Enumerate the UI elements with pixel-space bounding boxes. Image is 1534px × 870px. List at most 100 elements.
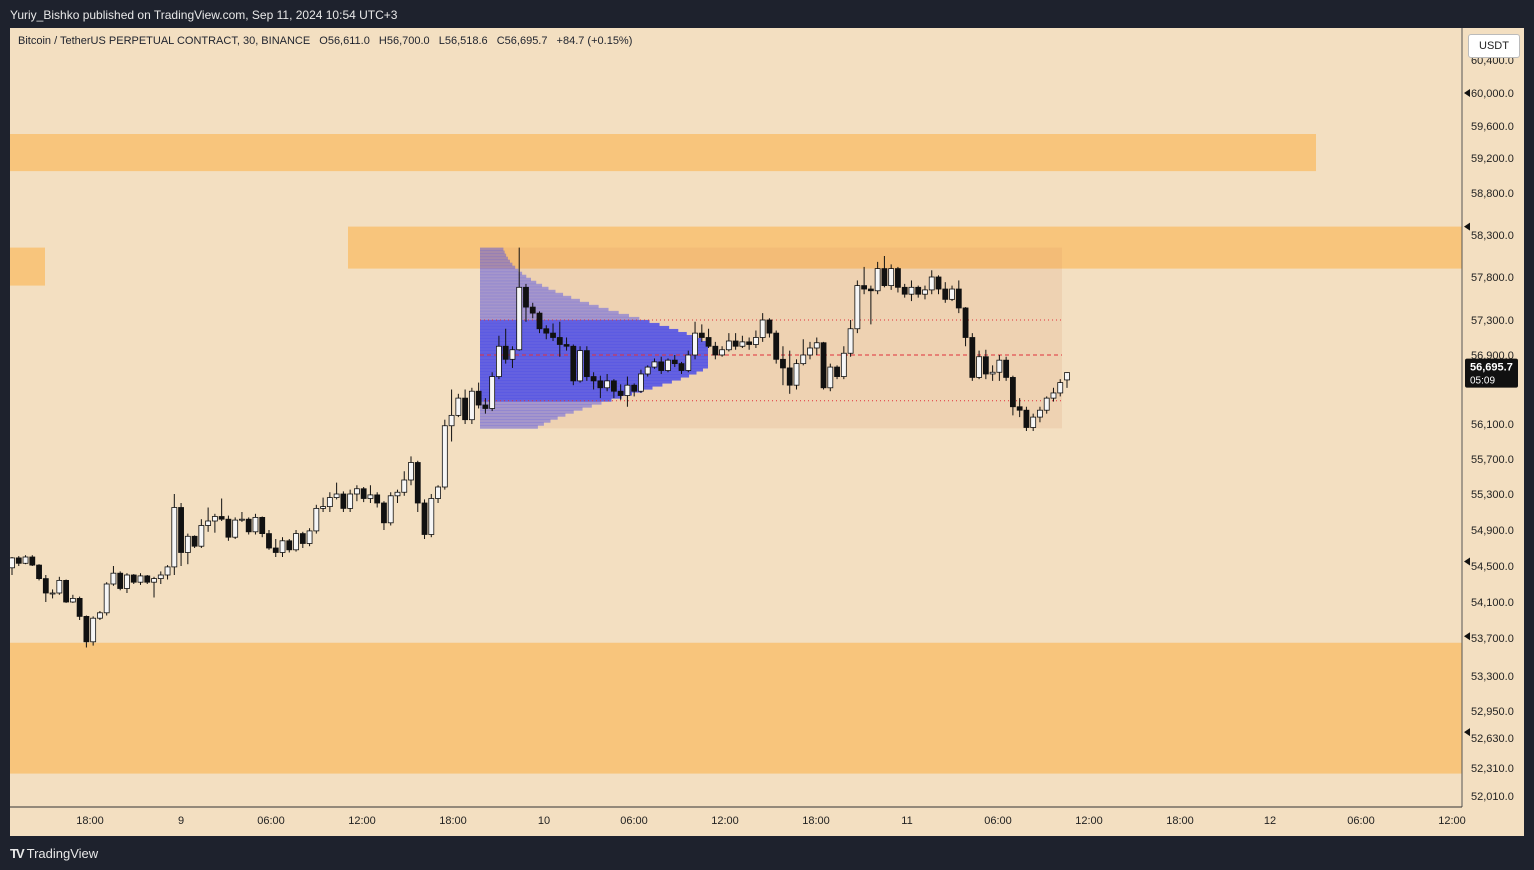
candle-body [164, 566, 171, 576]
time-tick-label: 12:00 [711, 815, 739, 827]
candle-body [712, 345, 719, 356]
candle [895, 266, 901, 293]
price-chart[interactable]: 60,400.0 60,000.0 59,600.0 59,200.0 58,800.0… [10, 28, 1524, 836]
candle [861, 266, 868, 295]
candle [888, 264, 895, 290]
candle-body [157, 574, 164, 579]
profile-row [480, 310, 619, 315]
time-tick-label: 12:00 [1075, 815, 1103, 827]
candle [313, 504, 320, 534]
candle-body [888, 268, 895, 287]
profile-row [480, 395, 622, 399]
symbol-title[interactable]: Bitcoin / TetherUS PERPETUAL CONTRACT, 3… [18, 35, 311, 47]
candle [191, 535, 198, 548]
tradingview-logo[interactable]: TV TradingView [10, 846, 98, 861]
supply-demand-zone [348, 226, 1462, 269]
candle-body [1023, 409, 1030, 428]
zones-layer [10, 134, 1462, 774]
candle [962, 307, 969, 347]
candle-body [117, 572, 124, 589]
footer: TV TradingView [0, 836, 1534, 870]
profile-row [480, 383, 663, 387]
candle [414, 460, 421, 512]
candle-body [36, 564, 42, 579]
candle-body [1016, 406, 1023, 411]
candle-body [306, 530, 313, 544]
chart-frame[interactable]: 60,400.0 60,000.0 59,600.0 59,200.0 58,800.0… [10, 28, 1524, 836]
candle [225, 515, 232, 541]
candle [462, 389, 469, 424]
candle [374, 492, 381, 508]
candle [820, 341, 827, 390]
candle-body [536, 312, 543, 330]
candle [401, 471, 408, 496]
candle-body [942, 288, 949, 300]
alert-marker-icon [1464, 557, 1470, 566]
price-tick-label: 58,800.0 [1471, 188, 1514, 200]
candle [793, 359, 800, 390]
candle [989, 365, 996, 381]
profile-row [480, 368, 703, 372]
candle-body [1003, 359, 1010, 378]
price-tick-label: 54,500.0 [1471, 561, 1514, 573]
candle-body [130, 574, 137, 583]
candle-body [678, 363, 685, 371]
profile-row [480, 386, 653, 390]
publisher-text: Yuriy_Bishko published on TradingView.co… [10, 8, 398, 22]
candle [800, 339, 807, 366]
candle [178, 503, 184, 566]
candle [665, 358, 671, 373]
candle-body [895, 268, 901, 288]
profile-row [480, 407, 583, 411]
candle-body [725, 340, 732, 351]
candle [83, 615, 90, 648]
price-tick-label: 52,310.0 [1471, 763, 1514, 775]
candle [719, 346, 725, 357]
candle [496, 335, 502, 380]
candle-body [239, 518, 245, 521]
ohlc-open: O56,611.0 [319, 35, 370, 47]
profile-row [480, 247, 504, 252]
candle [76, 596, 83, 620]
candle [252, 513, 259, 535]
candle [1023, 406, 1030, 431]
candle [157, 571, 164, 584]
candle-body [631, 384, 638, 392]
alert-marker-icon [1464, 222, 1470, 231]
candle-body [577, 350, 583, 382]
profile-row [480, 404, 592, 408]
tradingview-logo-icon: TV [10, 846, 25, 861]
profile-row [480, 286, 549, 291]
candle [245, 517, 252, 535]
candle-body [144, 575, 151, 583]
currency-selector[interactable]: USDT [1468, 34, 1520, 58]
candles-layer [10, 247, 1070, 648]
candle-body [69, 598, 76, 603]
candle-body [955, 288, 962, 309]
candle-body [570, 345, 577, 382]
candle [739, 335, 746, 348]
candle [624, 376, 631, 407]
alert-marker-icon [1464, 632, 1470, 641]
candle-body [56, 580, 63, 594]
candle-body [583, 350, 590, 377]
candle [746, 337, 753, 350]
candle [523, 283, 529, 322]
ohlc-low: L56,518.6 [438, 35, 488, 47]
candle-body [638, 373, 644, 392]
bar-countdown: 05:09 [1470, 376, 1495, 387]
candle-body [908, 286, 915, 295]
profile-row [480, 347, 708, 351]
price-tick-label: 55,700.0 [1471, 454, 1514, 466]
candle [854, 280, 861, 334]
candle [516, 247, 523, 351]
candle [394, 489, 401, 503]
time-tick-label: 12:00 [348, 815, 376, 827]
candle [124, 573, 130, 593]
candle-body [1009, 377, 1016, 408]
supply-demand-zone [10, 134, 1316, 172]
candle [881, 256, 888, 288]
candle [705, 328, 712, 348]
candle [996, 355, 1003, 381]
candle [117, 571, 124, 591]
